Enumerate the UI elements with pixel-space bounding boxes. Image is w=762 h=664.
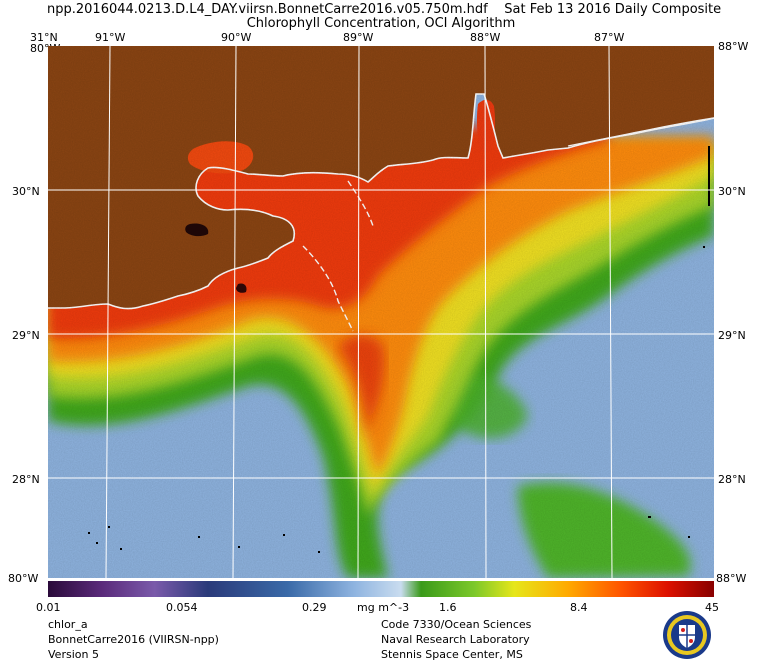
version: Version 5 xyxy=(48,648,99,661)
lon-label-top: 87°W xyxy=(594,31,625,44)
lat-label-left: 28°N xyxy=(12,473,40,486)
lon-label-top: 90°W xyxy=(221,31,252,44)
lat-label-right: 29°N xyxy=(718,329,746,342)
colorbar-label: 45 xyxy=(705,601,719,614)
nrl-seal-logo xyxy=(663,611,711,659)
lat-label-left: 30°N xyxy=(12,185,40,198)
org-code: Code 7330/Ocean Sciences xyxy=(381,618,532,631)
colorbar xyxy=(48,581,714,597)
dataset-name: BonnetCarre2016 (VIIRSN-npp) xyxy=(48,633,219,646)
footer-right: Code 7330/Ocean Sciences Naval Research … xyxy=(381,617,531,662)
colorbar-unit: mg m^-3 xyxy=(357,601,410,614)
image-title: npp.2016044.0213.D.L4_DAY.viirsn.BonnetC… xyxy=(47,2,722,17)
corner-label-top-right: 88°W xyxy=(718,40,749,53)
image-texture xyxy=(48,46,714,578)
org-location: Stennis Space Center, MS xyxy=(381,648,523,661)
product-name: chlor_a xyxy=(48,618,88,631)
corner-label-bottom-right: 88°W xyxy=(716,572,747,585)
chlorophyll-map xyxy=(48,46,714,578)
colorbar-label: 0.054 xyxy=(166,601,198,614)
corner-label-top-left: 31°N xyxy=(30,31,58,44)
org-name: Naval Research Laboratory xyxy=(381,633,530,646)
lon-label-top: 89°W xyxy=(343,31,374,44)
colorbar-label: 8.4 xyxy=(570,601,588,614)
lat-label-right: 28°N xyxy=(718,473,746,486)
colorbar-label: 0.01 xyxy=(36,601,61,614)
footer-left: chlor_a BonnetCarre2016 (VIIRSN-npp) Ver… xyxy=(48,617,219,662)
lon-label-top: 88°W xyxy=(470,31,501,44)
lat-label-left: 29°N xyxy=(12,329,40,342)
colorbar-label: 1.6 xyxy=(439,601,457,614)
image-subtitle: Chlorophyll Concentration, OCI Algorithm xyxy=(246,16,516,31)
graticule xyxy=(48,46,714,578)
lon-label-top: 91°W xyxy=(95,31,126,44)
lat-label-right: 30°N xyxy=(718,185,746,198)
corner-label-bottom-left: 80°W xyxy=(8,572,39,585)
colorbar-label: 0.29 xyxy=(302,601,327,614)
